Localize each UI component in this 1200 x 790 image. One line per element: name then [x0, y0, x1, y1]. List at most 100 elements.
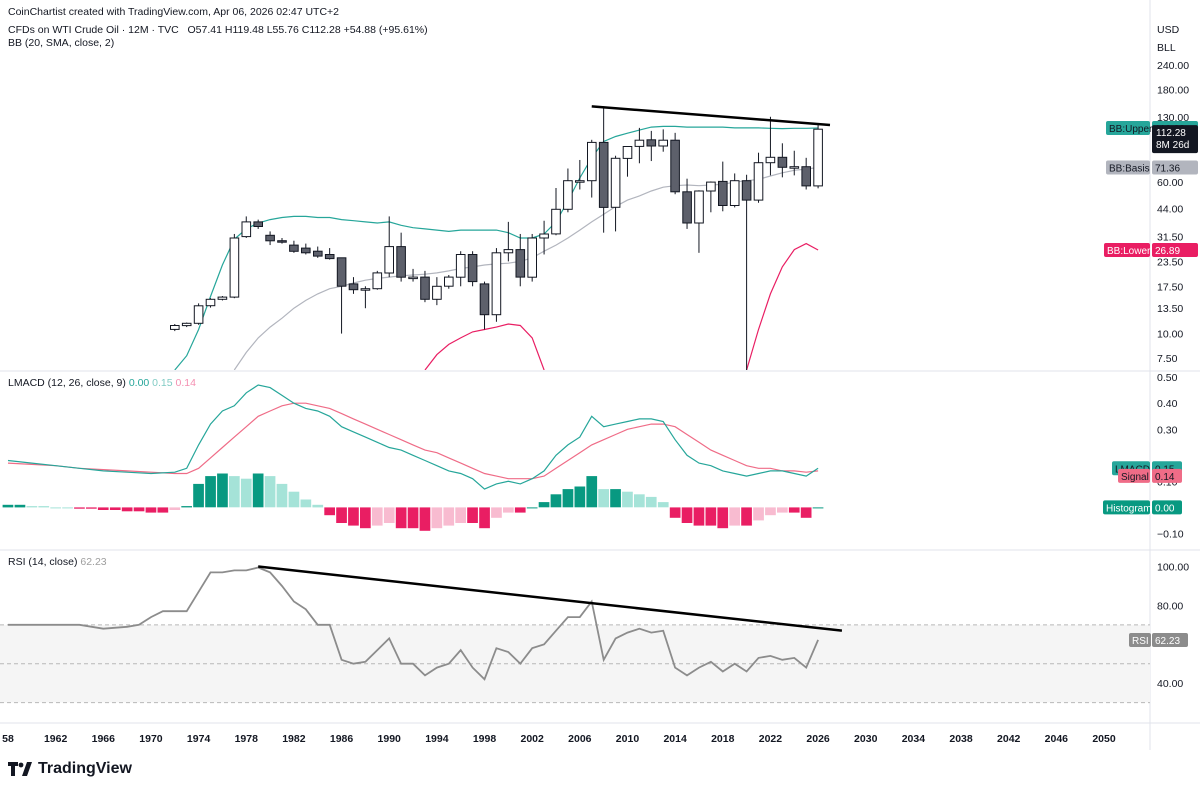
- histogram-label-value-bg: [1152, 500, 1182, 515]
- macd-histogram-bar: [634, 494, 645, 508]
- macd-histogram-bar: [348, 507, 359, 526]
- signal-label-value: 0.14: [1155, 472, 1175, 483]
- macd-histogram-bar: [598, 489, 609, 508]
- candle-body: [539, 233, 549, 239]
- macd-histogram-bar: [240, 478, 252, 508]
- macd-histogram-bar: [109, 507, 121, 510]
- macd-histogram-bar: [812, 507, 824, 509]
- candle-body: [694, 190, 704, 224]
- price-trendline: [591, 105, 831, 127]
- macd-histogram-bar: [717, 507, 729, 529]
- macd-histogram-bar: [622, 491, 633, 508]
- macd-histogram-bar: [336, 507, 347, 523]
- price-tick-label: 13.50: [1157, 303, 1183, 315]
- tradingview-brand[interactable]: TradingView: [8, 760, 132, 778]
- candle-body: [551, 208, 561, 235]
- last-price-value: 112.28: [1156, 128, 1186, 139]
- macd-title[interactable]: LMACD (12, 26, close, 9): [8, 377, 126, 389]
- macd-header: LMACD (12, 26, close, 9) 0.00 0.15 0.14: [8, 377, 196, 389]
- macd-value-0: 0.00: [128, 377, 150, 389]
- time-tick-label: 58: [2, 733, 14, 745]
- macd-histogram-bar: [479, 507, 490, 529]
- ohlc-values: O57.41 H119.48 L55.76 C112.28 +54.88 (+9…: [187, 24, 428, 36]
- macd-tick-label: 0.50: [1157, 372, 1178, 384]
- bb-basis-label: BB:Basis: [1109, 163, 1150, 174]
- macd-value-1: 0.15: [152, 377, 173, 389]
- candle-body: [313, 250, 323, 257]
- time-tick-label: 2014: [663, 733, 687, 745]
- candle-body: [777, 156, 788, 168]
- candle-body: [622, 146, 633, 159]
- currency-label-bottom: BLL: [1157, 42, 1176, 54]
- candle-body: [396, 246, 406, 278]
- candle-body: [289, 244, 299, 252]
- time-tick-label: 1998: [473, 733, 497, 745]
- macd-histogram-bar: [407, 507, 419, 529]
- macd-histogram-bar: [2, 504, 14, 508]
- candle-body: [479, 283, 490, 316]
- candle-body: [384, 246, 394, 274]
- macd-histogram-bar: [800, 507, 812, 518]
- price-tick-label: 60.00: [1157, 177, 1183, 189]
- symbol-name[interactable]: CFDs on WTI Crude Oil · 12M · TVC: [8, 24, 179, 36]
- candle-body: [253, 221, 263, 227]
- macd-histogram-bar: [431, 507, 443, 529]
- macd-histogram-bar: [526, 507, 538, 509]
- macd-histogram-bar: [264, 476, 276, 508]
- macd-histogram-bar: [324, 507, 335, 516]
- macd-histogram-bar: [300, 499, 312, 508]
- rsi-title[interactable]: RSI (14, close): [8, 556, 78, 568]
- bb-lower-label: BB:Lower: [1107, 246, 1151, 257]
- macd-histogram-bar: [26, 506, 38, 508]
- price-tick-label: 180.00: [1157, 84, 1189, 96]
- bb-lower-value: 26.89: [1155, 246, 1180, 257]
- bb-indicator-title[interactable]: BB (20, SMA, close, 2): [8, 37, 115, 49]
- macd-histogram-bar: [467, 507, 478, 523]
- candle-body: [181, 322, 192, 327]
- candle-body: [598, 141, 609, 208]
- histogram-label-value: 0.00: [1155, 503, 1175, 514]
- signal-label: Signal: [1121, 472, 1149, 483]
- candle-body: [205, 298, 216, 307]
- macd-histogram-bar: [252, 473, 264, 508]
- time-tick-label: 1970: [139, 733, 163, 745]
- bb-basis-value: 71.36: [1155, 163, 1180, 174]
- macd-histogram-bar: [455, 507, 466, 523]
- symbol-header: CFDs on WTI Crude Oil · 12M · TVC O57.41…: [8, 24, 428, 36]
- bb-upper-label: BB:Upper: [1109, 124, 1153, 135]
- price-tick-label: 10.00: [1157, 329, 1183, 341]
- time-tick-label: 1978: [235, 733, 259, 745]
- time-tick-label: 1986: [330, 733, 354, 745]
- time-tick-label: 2042: [997, 733, 1021, 745]
- price-tick-label: 17.50: [1157, 281, 1183, 293]
- macd-histogram-bar: [669, 507, 681, 518]
- time-tick-label: 2022: [759, 733, 783, 745]
- candle-body: [360, 288, 371, 291]
- candle-body: [408, 276, 418, 280]
- rsi-label-bg: [1129, 632, 1151, 647]
- candle-body: [658, 139, 669, 147]
- bb-lower-label-bg: [1104, 242, 1150, 257]
- time-tick-label: 2030: [854, 733, 878, 745]
- rsi-header: RSI (14, close) 62.23: [8, 556, 107, 568]
- macd-tick-label: −0.10: [1157, 528, 1184, 540]
- macd-histogram-bar: [550, 494, 562, 508]
- bar-countdown: 8M 26d: [1156, 140, 1189, 151]
- candle-body: [813, 128, 823, 187]
- macd-histogram-bar: [371, 507, 383, 526]
- price-tick-label: 7.50: [1157, 353, 1178, 365]
- bb-upper-label-bg: [1106, 121, 1150, 136]
- candle-body: [729, 180, 740, 206]
- macd-value-2: 0.14: [175, 377, 196, 389]
- brand-label: TradingView: [38, 760, 132, 777]
- candle-body: [301, 247, 311, 254]
- macd-histogram-bar: [610, 489, 621, 508]
- rsi-line: [8, 566, 819, 681]
- candle-body: [467, 254, 478, 283]
- time-tick-label: 2034: [902, 733, 926, 745]
- macd-histogram-bar: [145, 507, 157, 513]
- rsi-value: 62.23: [80, 556, 107, 568]
- candle-body: [432, 285, 442, 300]
- macd-histogram-bar: [38, 506, 50, 508]
